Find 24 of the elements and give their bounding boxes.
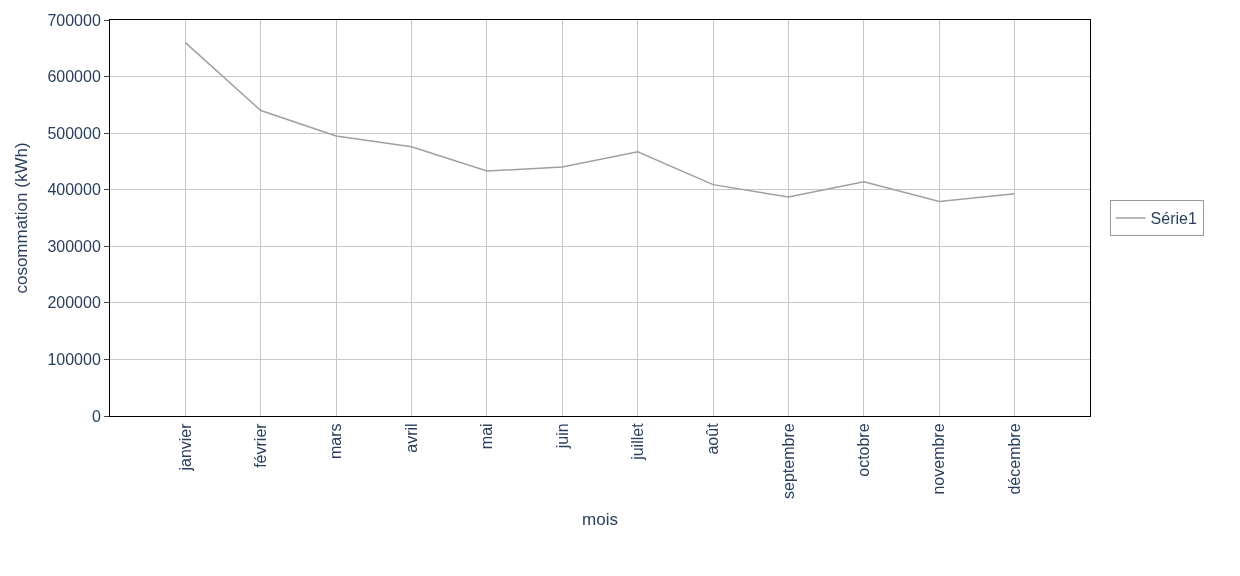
x-tick-label: juillet xyxy=(628,422,646,461)
x-tick-label: janvier xyxy=(176,422,194,472)
line-series xyxy=(184,41,1016,203)
x-tick-label: avril xyxy=(402,423,420,453)
x-tick-label: novembre xyxy=(930,423,948,495)
x-tick-label: décembre xyxy=(1005,423,1023,495)
y-tick-label: 0 xyxy=(91,407,101,425)
x-tick-label: juin xyxy=(553,423,571,450)
y-tick-label: 300000 xyxy=(47,237,101,255)
x-tick-label: mars xyxy=(327,423,345,459)
x-tick-label: mai xyxy=(478,423,496,450)
y-tick-label: 400000 xyxy=(47,181,101,199)
y-axis-title: cosommation (kWh) xyxy=(11,142,31,294)
y-tick-label: 600000 xyxy=(47,68,101,86)
y-tick-label: 100000 xyxy=(47,351,101,369)
x-tick-label: septembre xyxy=(779,423,797,499)
x-axis-title: mois xyxy=(582,510,618,530)
y-tick-label: 200000 xyxy=(47,294,101,312)
y-tick-label: 700000 xyxy=(47,11,101,29)
x-tick-label: octobre xyxy=(855,423,873,477)
x-tick-label: février xyxy=(251,422,269,468)
x-tick-label: août xyxy=(704,422,722,455)
legend-label: Série1 xyxy=(1150,210,1197,228)
y-tick-label: 500000 xyxy=(47,124,101,142)
